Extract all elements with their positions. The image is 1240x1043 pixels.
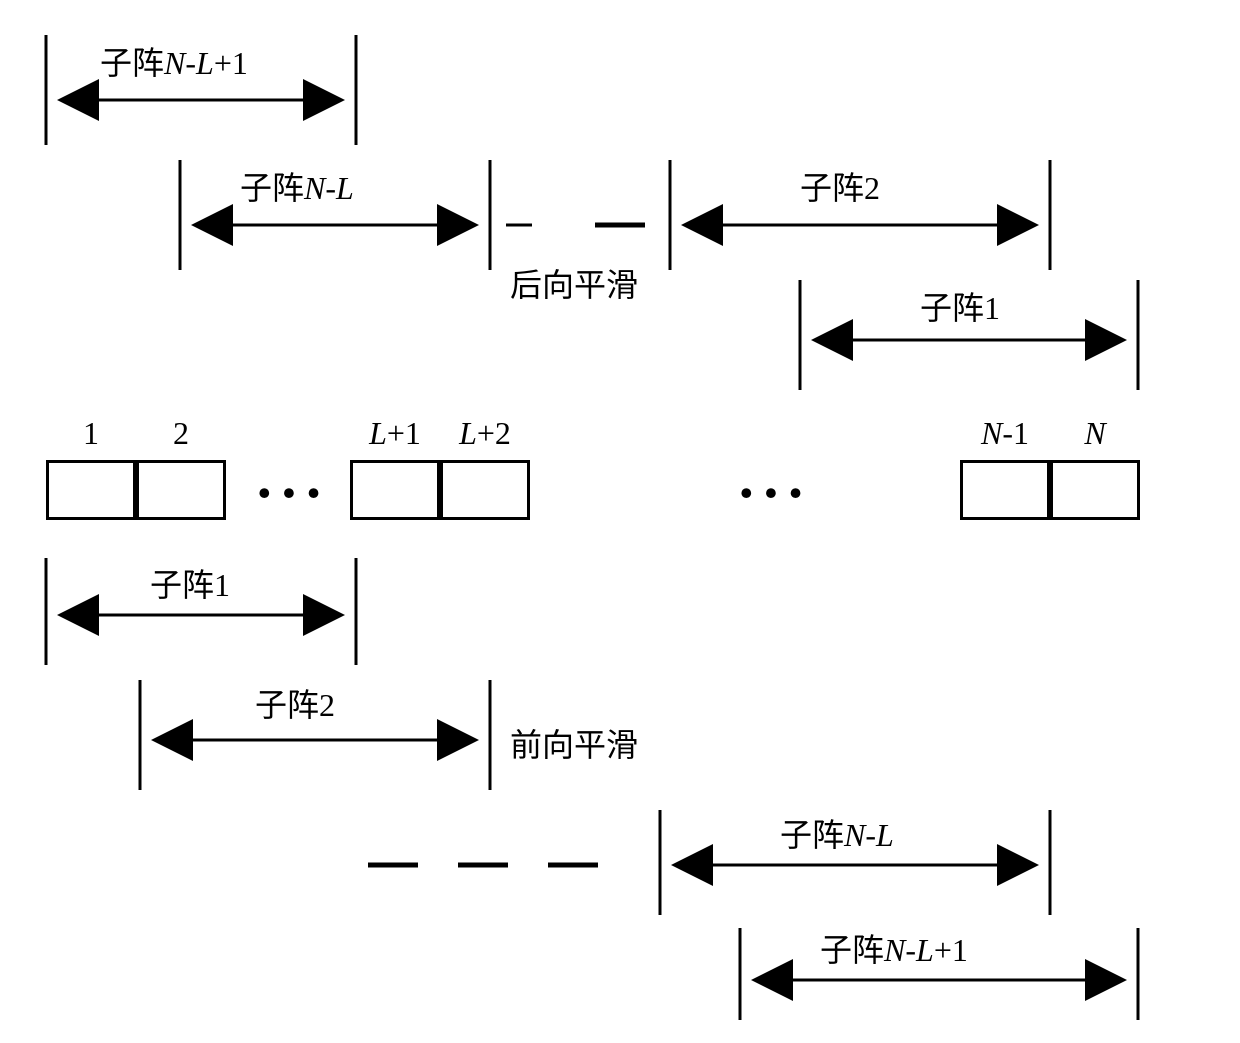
cell-label: 1	[46, 415, 136, 452]
array-cell	[350, 460, 440, 520]
svg-overlay	[20, 20, 1220, 1020]
subarray-label: 子阵1	[150, 560, 230, 606]
backward-smoothing-label: 后向平滑	[510, 260, 638, 306]
subarray-label: 子阵2	[255, 680, 335, 726]
subarray-label: 子阵1	[920, 283, 1000, 329]
subarray-label: 子阵N-L+1	[100, 38, 248, 84]
cell-label: L+2	[440, 415, 530, 452]
forward-smoothing-label: 前向平滑	[510, 720, 638, 766]
array-cell	[440, 460, 530, 520]
subarray-label: 子阵N-L	[240, 163, 354, 209]
array-cell	[960, 460, 1050, 520]
subarray-label: 子阵N-L	[780, 810, 894, 856]
array-cell	[136, 460, 226, 520]
array-cell	[46, 460, 136, 520]
subarray-label: 子阵2	[800, 163, 880, 209]
cell-label: 2	[136, 415, 226, 452]
cell-label: N-1	[960, 415, 1050, 452]
ellipsis-dots: •••	[258, 472, 332, 514]
diagram-container: 12 L+1L+2 N-1N ••• ••• 子阵N-L+1 子阵N-L 子阵2 子阵1 后向平滑…	[20, 20, 1220, 1020]
ellipsis-dots: •••	[740, 472, 814, 514]
subarray-label: 子阵N-L+1	[820, 925, 968, 971]
array-cell	[1050, 460, 1140, 520]
cell-label: N	[1050, 415, 1140, 452]
cell-label: L+1	[350, 415, 440, 452]
